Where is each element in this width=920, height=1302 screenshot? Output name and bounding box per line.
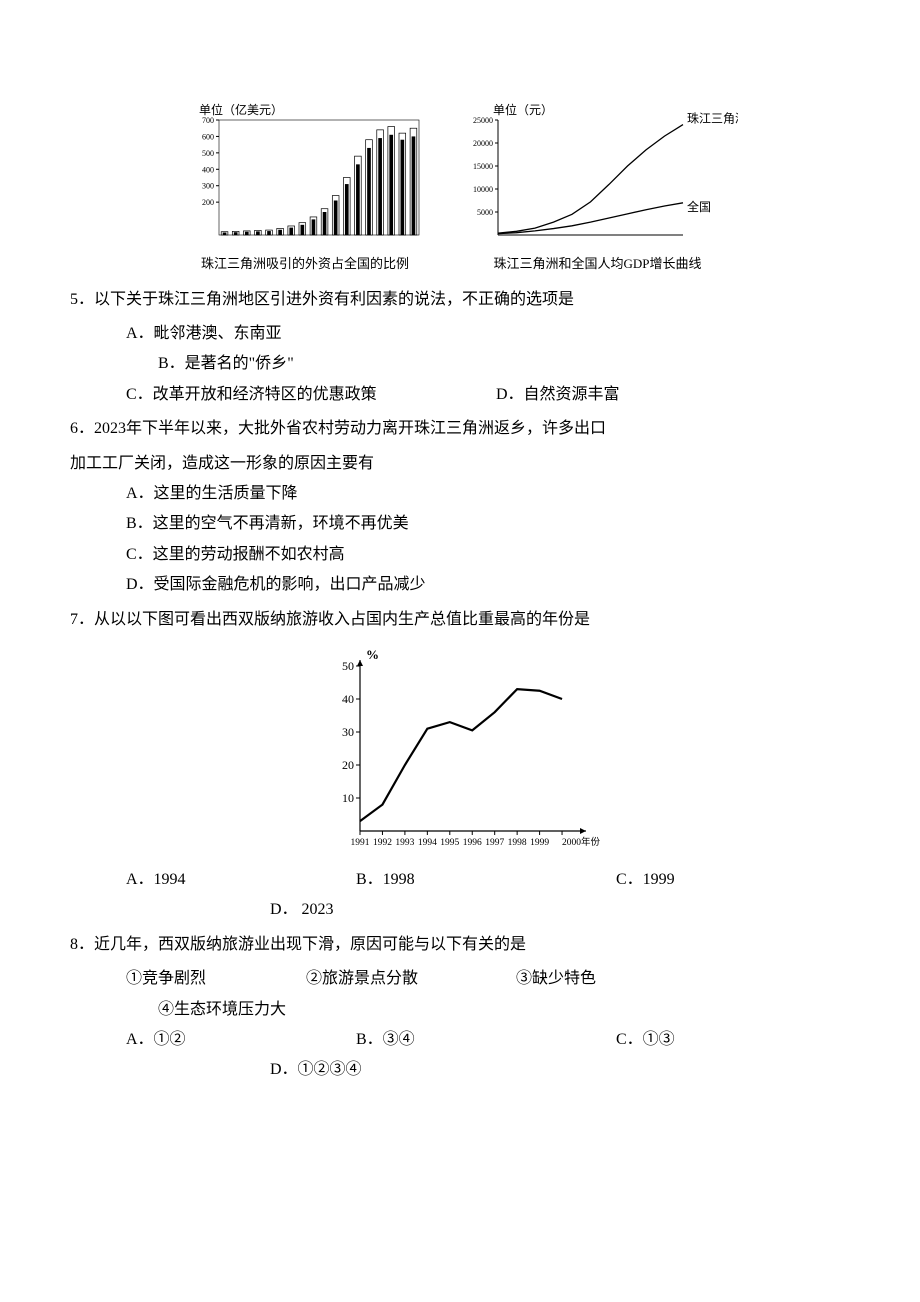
q7-chart-wrap: % 50 40 30 20 10 199119921993 19941995 19961997 1…: [70, 641, 850, 861]
svg-text:20: 20: [342, 758, 354, 772]
q5-opt-c: C．改革开放和经济特区的优惠政策: [126, 380, 496, 410]
q6-stem2: 加工工厂关闭，造成这一形象的原因主要有: [70, 449, 850, 479]
q6-stem1: 6．2023年下半年以来，大批外省农村劳动力离开珠江三角洲返乡，许多出口: [70, 414, 850, 444]
svg-text:1997: 1997: [485, 838, 504, 848]
svg-text:500: 500: [202, 149, 214, 158]
q8-opt-a: A．①②: [126, 1025, 356, 1055]
q6-opt-a: A．这里的生活质量下降: [70, 479, 850, 509]
svg-text:1991: 1991: [351, 838, 370, 848]
bar-chart: 单位（亿美元）700 600 500 400 300 200: [183, 100, 428, 250]
svg-text:10000: 10000: [473, 185, 493, 194]
svg-text:2000年份: 2000年份: [562, 836, 601, 848]
svg-text:200: 200: [202, 198, 214, 207]
top-charts-row: 单位（亿美元）700 600 500 400 300 200 珠江三角洲吸引的外资占全国的…: [70, 100, 850, 277]
svg-text:50: 50: [342, 659, 354, 673]
svg-text:600: 600: [202, 132, 214, 141]
svg-text:20000: 20000: [473, 139, 493, 148]
gdp-chart: 单位（元）25000 20000 15000 10000 5000 珠江三角洲全国: [458, 100, 738, 250]
bar-chart-caption: 珠江三角洲吸引的外资占全国的比例: [201, 252, 409, 277]
pct-chart: % 50 40 30 20 10 199119921993 19941995 19961997 1…: [315, 641, 605, 861]
q6-opt-d: D．受国际金融危机的影响，出口产品减少: [70, 570, 850, 600]
gdp-chart-caption: 珠江三角洲和全国人均GDP增长曲线: [493, 252, 701, 277]
q7-opt-a: A．1994: [126, 865, 356, 895]
svg-text:1993: 1993: [395, 838, 414, 848]
q8-items-row1: ①竞争剧烈 ②旅游景点分散 ③缺少特色: [70, 964, 850, 994]
q5-stem: 5．以下关于珠江三角洲地区引进外资有利因素的说法，不正确的选项是: [70, 285, 850, 315]
svg-text:15000: 15000: [473, 162, 493, 171]
q8-item2: ②旅游景点分散: [306, 964, 516, 994]
svg-text:400: 400: [202, 165, 214, 174]
svg-text:30: 30: [342, 725, 354, 739]
svg-text:700: 700: [202, 116, 214, 125]
q8-opts-abc: A．①② B．③④ C．①③: [70, 1025, 850, 1055]
q5-opt-a: A．毗邻港澳、东南亚: [70, 319, 850, 349]
q6-opt-b: B．这里的空气不再清新，环境不再优美: [70, 509, 850, 539]
svg-text:1995: 1995: [440, 838, 459, 848]
bar-chart-box: 单位（亿美元）700 600 500 400 300 200 珠江三角洲吸引的外资占全国的…: [183, 100, 428, 277]
svg-text:25000: 25000: [473, 116, 493, 125]
q8-item4: ④生态环境压力大: [70, 995, 850, 1025]
q5-opt-b: B．是著名的"侨乡": [70, 349, 850, 379]
q7-opt-c: C．1999: [616, 865, 675, 895]
svg-text:5000: 5000: [477, 208, 493, 217]
q8-item1: ①竞争剧烈: [126, 964, 306, 994]
q7-opt-d: D． 2023: [70, 895, 850, 925]
q8-opt-b: B．③④: [356, 1025, 616, 1055]
q6-opt-c: C．这里的劳动报酬不如农村高: [70, 540, 850, 570]
q5-opt-cd: C．改革开放和经济特区的优惠政策 D．自然资源丰富: [70, 380, 850, 410]
svg-text:单位（元）: 单位（元）: [493, 102, 553, 117]
q8-item3: ③缺少特色: [516, 964, 596, 994]
q8-stem: 8．近几年，西双版纳旅游业出现下滑，原因可能与以下有关的是: [70, 930, 850, 960]
svg-text:10: 10: [342, 791, 354, 805]
svg-text:1994: 1994: [418, 838, 437, 848]
svg-text:全国: 全国: [687, 199, 711, 214]
svg-text:单位（亿美元）: 单位（亿美元）: [199, 102, 283, 117]
gdp-chart-box: 单位（元）25000 20000 15000 10000 5000 珠江三角洲全国 珠江三…: [458, 100, 738, 277]
svg-text:%: %: [366, 647, 379, 662]
q8-opt-c: C．①③: [616, 1025, 675, 1055]
q7-opt-b: B．1998: [356, 865, 616, 895]
svg-text:1996: 1996: [463, 838, 482, 848]
svg-text:1992: 1992: [373, 838, 392, 848]
svg-text:1999: 1999: [530, 838, 549, 848]
q8-opt-d: D．①②③④: [70, 1055, 850, 1085]
q5-opt-d: D．自然资源丰富: [496, 380, 620, 410]
q7-opts-abc: A．1994 B．1998 C．1999: [70, 865, 850, 895]
svg-text:珠江三角洲: 珠江三角洲: [687, 112, 738, 126]
svg-text:300: 300: [202, 182, 214, 191]
svg-text:40: 40: [342, 692, 354, 706]
svg-text:1998: 1998: [508, 838, 527, 848]
q7-stem: 7．从以以下图可看出西双版纳旅游收入占国内生产总值比重最高的年份是: [70, 605, 850, 635]
